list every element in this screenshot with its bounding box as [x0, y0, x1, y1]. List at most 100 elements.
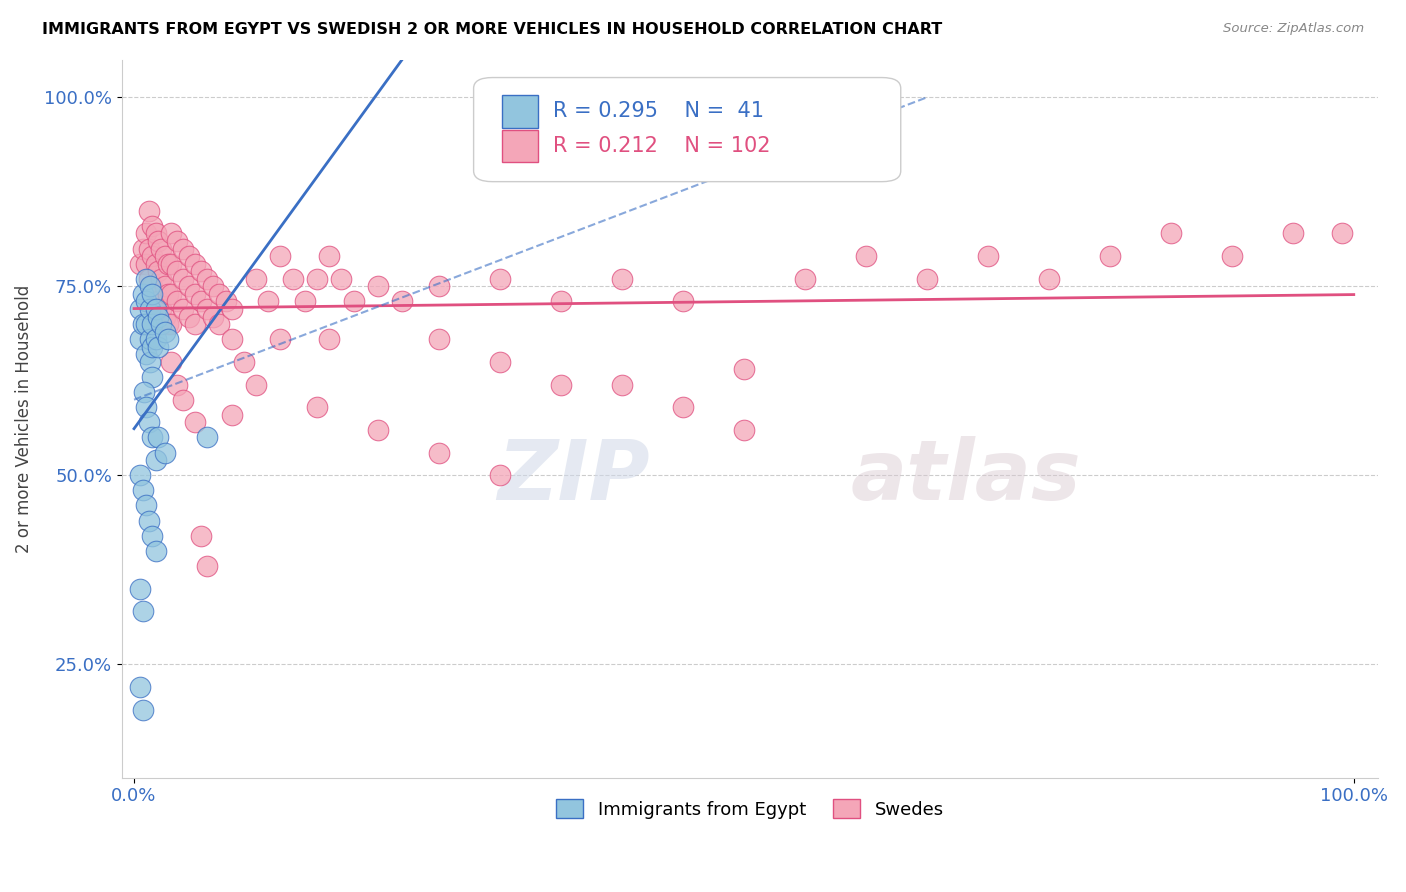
Legend: Immigrants from Egypt, Swedes: Immigrants from Egypt, Swedes [548, 792, 950, 826]
Point [129, 257, 152, 271]
Point [149, 301, 172, 316]
Point [269, 249, 291, 263]
Point [166, 264, 188, 278]
Point [153, 310, 176, 324]
Point [1281, 227, 1303, 241]
Point [305, 401, 328, 415]
Point [138, 203, 160, 218]
Point [195, 558, 218, 573]
Point [141, 340, 163, 354]
Point [148, 430, 170, 444]
Point [177, 249, 200, 263]
Point [202, 279, 225, 293]
Point [733, 362, 755, 376]
Point [135, 294, 157, 309]
Point [159, 317, 181, 331]
Point [427, 279, 450, 293]
Text: atlas: atlas [851, 435, 1081, 516]
Point [153, 325, 176, 339]
Point [281, 272, 304, 286]
Point [172, 242, 194, 256]
Point [427, 332, 450, 346]
Point [257, 294, 280, 309]
FancyBboxPatch shape [474, 78, 901, 182]
Point [131, 242, 153, 256]
Point [132, 385, 155, 400]
Point [177, 310, 200, 324]
Point [145, 301, 167, 316]
Point [245, 272, 267, 286]
Point [135, 317, 157, 331]
Point [141, 430, 163, 444]
Point [149, 272, 172, 286]
Point [131, 483, 153, 498]
Point [145, 544, 167, 558]
Point [672, 294, 695, 309]
Point [318, 249, 340, 263]
Point [793, 272, 815, 286]
Point [139, 301, 162, 316]
Point [145, 257, 167, 271]
Point [391, 294, 413, 309]
FancyBboxPatch shape [502, 95, 537, 128]
Point [135, 272, 157, 286]
Text: Source: ZipAtlas.com: Source: ZipAtlas.com [1223, 22, 1364, 36]
Point [202, 310, 225, 324]
Point [135, 499, 157, 513]
Point [157, 332, 180, 346]
Point [427, 445, 450, 459]
Point [135, 257, 157, 271]
Point [318, 332, 340, 346]
Point [148, 264, 170, 278]
Point [184, 317, 207, 331]
Point [489, 355, 512, 369]
Point [1160, 227, 1182, 241]
Point [141, 279, 163, 293]
Point [367, 279, 389, 293]
Point [221, 301, 243, 316]
Point [208, 317, 231, 331]
Point [141, 529, 163, 543]
Point [148, 294, 170, 309]
Text: R = 0.295    N =  41: R = 0.295 N = 41 [553, 102, 763, 121]
FancyBboxPatch shape [502, 130, 537, 162]
Point [221, 332, 243, 346]
Point [195, 430, 218, 444]
Point [172, 392, 194, 407]
Point [166, 294, 188, 309]
Point [145, 227, 167, 241]
Point [1098, 249, 1121, 263]
Point [138, 415, 160, 429]
Point [157, 317, 180, 331]
Point [489, 468, 512, 483]
Point [1220, 249, 1243, 263]
Point [330, 272, 353, 286]
Point [141, 370, 163, 384]
Point [855, 249, 877, 263]
Point [245, 377, 267, 392]
Point [153, 249, 176, 263]
Point [141, 249, 163, 263]
Point [184, 286, 207, 301]
Point [184, 257, 207, 271]
Point [129, 301, 152, 316]
Point [172, 272, 194, 286]
Point [145, 286, 167, 301]
Point [157, 257, 180, 271]
Point [159, 227, 181, 241]
Point [733, 423, 755, 437]
Point [148, 340, 170, 354]
Point [135, 227, 157, 241]
Point [131, 604, 153, 618]
Point [141, 317, 163, 331]
Point [148, 310, 170, 324]
Point [139, 355, 162, 369]
Point [550, 294, 572, 309]
Y-axis label: 2 or more Vehicles in Household: 2 or more Vehicles in Household [15, 285, 32, 553]
Point [153, 279, 176, 293]
Point [135, 347, 157, 361]
Point [135, 401, 157, 415]
Point [138, 514, 160, 528]
Point [131, 702, 153, 716]
Point [129, 680, 152, 694]
